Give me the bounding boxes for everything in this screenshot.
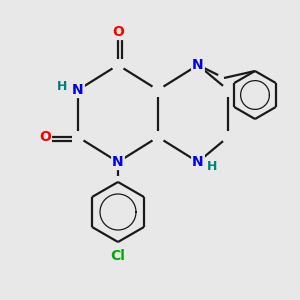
- Text: N: N: [72, 83, 84, 97]
- Text: H: H: [207, 160, 217, 172]
- Text: O: O: [112, 25, 124, 39]
- Text: N: N: [192, 58, 204, 72]
- Text: N: N: [112, 155, 124, 169]
- Text: O: O: [39, 130, 51, 144]
- Text: Cl: Cl: [111, 249, 125, 263]
- Text: H: H: [57, 80, 67, 94]
- Text: N: N: [192, 155, 204, 169]
